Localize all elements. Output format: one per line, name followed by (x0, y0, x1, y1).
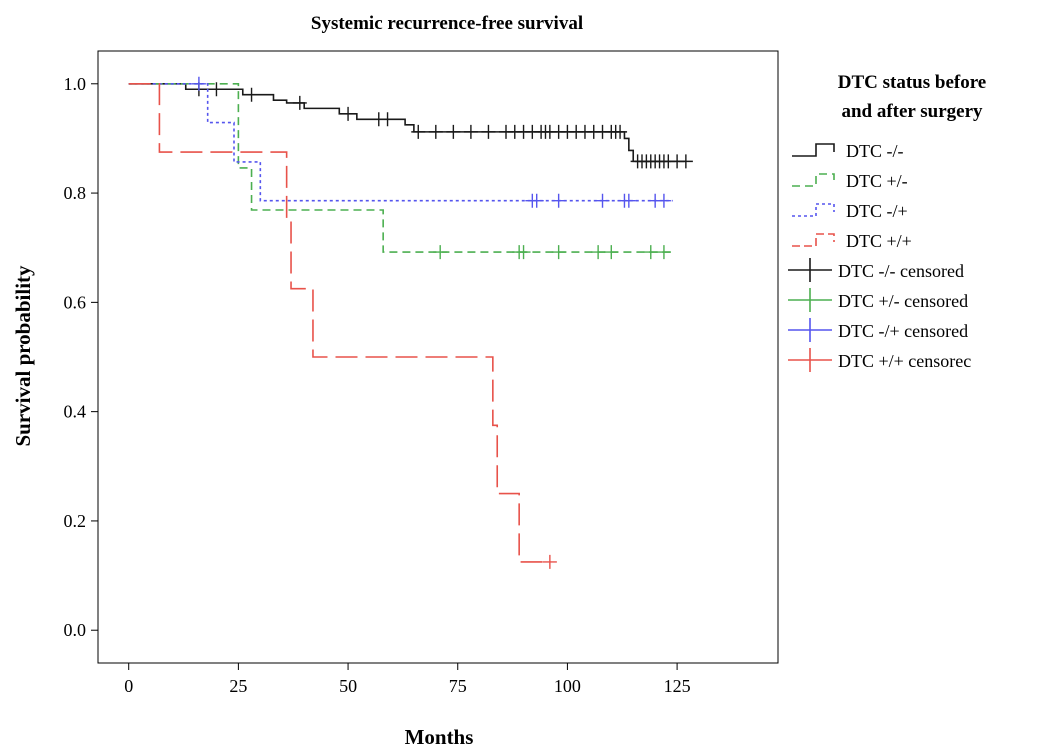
censor-mark (428, 124, 443, 139)
legend: DTC status before and after surgery DTC … (788, 72, 986, 372)
legend-label: DTC +/+ censorec (838, 351, 971, 371)
censor-mark (591, 245, 606, 260)
y-tick-label: 1.0 (64, 74, 87, 94)
series-line-3 (128, 82, 550, 563)
censor-mark (595, 193, 610, 208)
y-tick-label: 0.0 (64, 620, 87, 640)
censor-mark (621, 193, 636, 208)
censor-mark (656, 245, 671, 260)
censor-mark (678, 154, 693, 169)
censor-mark (656, 193, 671, 208)
censor-mark (604, 245, 619, 260)
legend-swatch (792, 143, 835, 157)
plot-frame (97, 50, 779, 664)
y-axis-label: Survival probability (11, 265, 35, 447)
legend-label: DTC -/- (846, 141, 904, 161)
x-tick-label: 125 (664, 676, 691, 696)
y-tick-label: 0.4 (64, 402, 87, 422)
censor-mark (446, 124, 461, 139)
x-tick-label: 25 (229, 676, 247, 696)
censor-mark (292, 95, 307, 110)
legend-censor-swatch (788, 348, 832, 372)
censor-mark (244, 87, 259, 102)
series-line-2 (128, 82, 673, 202)
series-lines (128, 82, 686, 563)
legend-label: DTC +/- (846, 171, 908, 191)
chart-title: Systemic recurrence-free survival (311, 13, 583, 34)
legend-swatch (792, 233, 835, 247)
censor-mark (551, 245, 566, 260)
legend-swatch (792, 173, 835, 187)
x-tick-label: 100 (554, 676, 581, 696)
censor-marks (191, 76, 693, 569)
y-tick-label: 0.8 (64, 183, 87, 203)
legend-title-line-2: and after surgery (841, 101, 983, 122)
legend-label: DTC -/+ (846, 201, 908, 221)
y-tick-label: 0.6 (64, 292, 87, 312)
censor-mark (191, 76, 206, 91)
legend-label: DTC -/+ censored (838, 321, 968, 341)
censor-mark (433, 245, 448, 260)
censor-mark (551, 193, 566, 208)
censor-mark (380, 112, 395, 127)
legend-label: DTC +/+ (846, 231, 912, 251)
censor-mark (643, 245, 658, 260)
x-tick-label: 50 (339, 676, 357, 696)
series-line-1 (128, 82, 673, 253)
y-tick-label: 0.2 (64, 511, 87, 531)
x-axis-label: Months (405, 725, 474, 749)
x-axis: 0 25 50 75 100 125 (124, 663, 691, 696)
censor-mark (341, 106, 356, 121)
censor-mark (542, 554, 557, 569)
y-axis: 0.0 0.2 0.4 0.6 0.8 1.0 (64, 74, 98, 640)
legend-swatch (792, 203, 835, 217)
censor-mark (516, 245, 531, 260)
x-tick-label: 0 (124, 676, 133, 696)
legend-label: DTC +/- censored (838, 291, 968, 311)
legend-censor-swatch (788, 258, 832, 282)
legend-censor-swatch (788, 318, 832, 342)
censor-mark (463, 124, 478, 139)
censor-mark (481, 124, 496, 139)
censor-mark (529, 193, 544, 208)
legend-censor-swatch (788, 288, 832, 312)
x-tick-label: 75 (449, 676, 467, 696)
censor-mark (411, 124, 426, 139)
legend-label: DTC -/- censored (838, 261, 964, 281)
censor-mark (613, 124, 628, 139)
legend-title-line-1: DTC status before (838, 72, 986, 93)
censor-mark (209, 82, 224, 97)
